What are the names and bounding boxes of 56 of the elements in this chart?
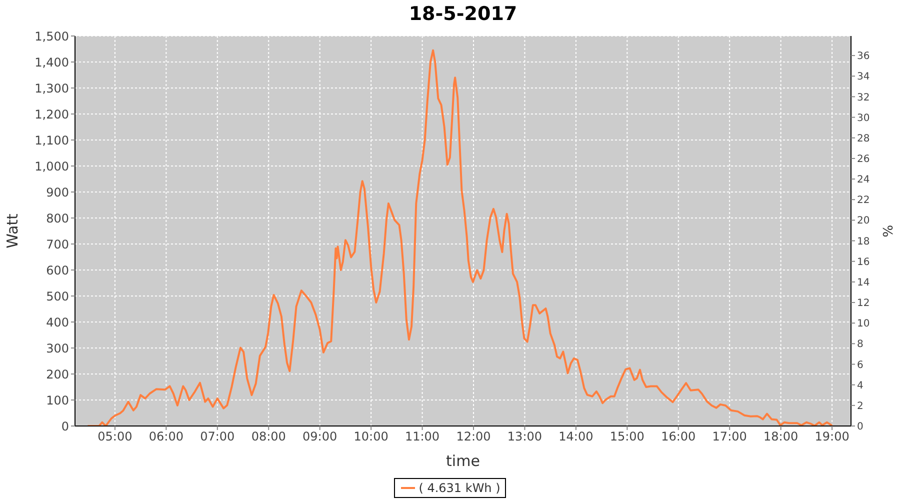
y2-tick-label: 6 bbox=[857, 360, 864, 371]
y2-tick-label: 36 bbox=[857, 51, 870, 62]
y2-tick-label: 24 bbox=[857, 174, 870, 186]
y-tick-label: 1,300 bbox=[34, 81, 69, 96]
x-tick-label: 06:00 bbox=[148, 430, 184, 444]
y2-tick-label: 16 bbox=[857, 256, 870, 268]
x-tick-label: 15:00 bbox=[610, 430, 644, 444]
x-tick-label: 09:00 bbox=[302, 430, 338, 444]
x-tick-label: 17:00 bbox=[712, 430, 747, 444]
x-tick-label: 19:00 bbox=[814, 430, 850, 444]
x-tick-label: 18:00 bbox=[764, 430, 798, 444]
y2-tick-label: 12 bbox=[857, 298, 870, 310]
y2-tick-label: 30 bbox=[857, 112, 870, 124]
x-tick-label: 16:00 bbox=[661, 430, 696, 444]
y-tick-label: 300 bbox=[46, 341, 69, 356]
y-tick-label: 1,400 bbox=[34, 55, 69, 70]
x-tick-label: 11:00 bbox=[404, 430, 440, 444]
y-tick-label: 200 bbox=[46, 367, 69, 382]
x-tick-label: 05:00 bbox=[98, 430, 132, 444]
x-tick-label: 10:00 bbox=[354, 430, 388, 444]
y2-tick-label: 14 bbox=[857, 277, 870, 288]
x-tick-label: 07:00 bbox=[200, 430, 235, 444]
line-series bbox=[87, 49, 833, 426]
y-tick-label: 100 bbox=[46, 393, 69, 408]
x-tick-label: 08:00 bbox=[251, 430, 286, 444]
y-tick-label: 800 bbox=[46, 211, 69, 226]
y-axis-title: Watt bbox=[3, 213, 22, 248]
y2-tick-label: 2 bbox=[857, 400, 864, 412]
y-tick-label: 400 bbox=[46, 315, 69, 330]
y2-tick-label: 20 bbox=[857, 216, 870, 227]
legend-label: ( 4.631 kWh ) bbox=[418, 481, 500, 495]
x-tick-label: 14:00 bbox=[558, 430, 594, 444]
y-tick-label: 0 bbox=[61, 419, 69, 434]
y-tick-label: 1,100 bbox=[34, 133, 69, 148]
x-tick-label: 13:00 bbox=[507, 430, 542, 444]
y2-tick-label: 18 bbox=[857, 236, 870, 248]
y-tick-label: 1,000 bbox=[34, 159, 69, 174]
x-tick-label: 12:00 bbox=[456, 430, 491, 444]
y2-tick-label: 0 bbox=[857, 422, 864, 433]
y-tick-label: 900 bbox=[46, 185, 69, 200]
y2-axis-title: % bbox=[882, 224, 897, 238]
y2-tick-label: 10 bbox=[857, 318, 870, 330]
y2-tick-label: 8 bbox=[857, 339, 864, 350]
y2-tick-label: 32 bbox=[857, 92, 870, 104]
y-tick-label: 700 bbox=[46, 237, 69, 252]
y2-tick-label: 22 bbox=[857, 195, 870, 206]
y-tick-label: 1,200 bbox=[34, 107, 69, 122]
chart-title: 18-5-2017 bbox=[408, 3, 518, 25]
y2-tick-label: 4 bbox=[857, 380, 864, 392]
y-tick-label: 500 bbox=[46, 289, 69, 304]
y-tick-label: 600 bbox=[46, 263, 69, 278]
y2-tick-label: 34 bbox=[857, 72, 870, 83]
x-axis-title: time bbox=[446, 452, 480, 470]
y-tick-label: 1,500 bbox=[34, 29, 69, 44]
y2-tick-label: 26 bbox=[857, 154, 870, 166]
y2-tick-label: 28 bbox=[857, 133, 870, 144]
